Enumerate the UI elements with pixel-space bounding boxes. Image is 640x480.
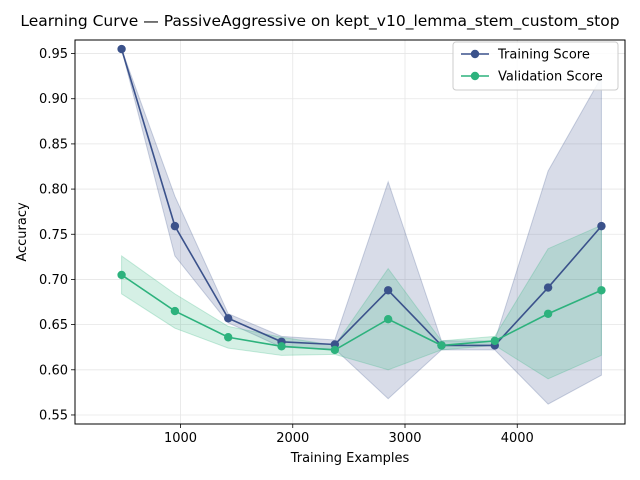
data-point-validation [437, 341, 446, 350]
y-tick-label: 0.90 [39, 92, 68, 107]
data-point-validation [170, 306, 180, 316]
legend-marker-validation [470, 71, 480, 81]
data-point-validation [383, 314, 393, 324]
data-point-validation [117, 270, 126, 280]
x-axis-ticks: 1000 2000 3000 4000 [164, 424, 534, 446]
y-tick-label: 0.70 [39, 273, 68, 288]
legend-label-training: Training Score [497, 48, 590, 63]
data-point-training [383, 286, 393, 295]
data-point-training [170, 221, 180, 231]
plot-frame [74, 39, 626, 425]
y-axis-label: Accuracy [15, 202, 30, 262]
data-point-validation [490, 336, 499, 346]
y-tick-label: 0.80 [39, 183, 68, 198]
data-point-validation [330, 345, 340, 355]
x-tick-label: 2000 [276, 431, 309, 446]
data-point-training [224, 314, 233, 323]
series-lines [120, 48, 603, 351]
data-point-validation [597, 286, 606, 295]
y-axis-ticks: 0.55 0.60 0.65 0.70 0.75 0.80 0.85 0.90 0.95 [39, 47, 75, 423]
chart-title: Learning Curve — PassiveAggressive on ke… [20, 12, 619, 31]
series-line-training [120, 48, 603, 347]
legend-box [452, 41, 619, 91]
legend-label-validation: Validation Score [498, 70, 603, 85]
x-tick-label: 4000 [501, 431, 534, 446]
data-point-training [117, 44, 126, 54]
y-tick-label: 0.75 [39, 228, 68, 243]
series-points [117, 44, 606, 355]
x-tick-label: 1000 [164, 431, 197, 446]
data-point-validation [543, 309, 553, 318]
y-tick-label: 0.65 [39, 318, 68, 333]
y-tick-label: 0.55 [39, 408, 68, 423]
legend-marker-training [470, 49, 480, 59]
data-point-validation [277, 342, 286, 351]
data-point-training [543, 283, 553, 292]
legend: Training Score Validation Score [452, 41, 619, 91]
y-tick-label: 0.95 [39, 47, 68, 62]
data-point-training [597, 221, 606, 231]
confidence-bands [121, 48, 602, 405]
data-point-validation [224, 333, 233, 342]
series-line-validation [121, 274, 602, 351]
y-tick-label: 0.85 [39, 137, 68, 152]
confidence-band-validation [121, 224, 602, 380]
x-axis-label: Training Examples [290, 451, 410, 466]
x-tick-label: 3000 [388, 431, 421, 446]
y-tick-label: 0.60 [39, 363, 68, 378]
